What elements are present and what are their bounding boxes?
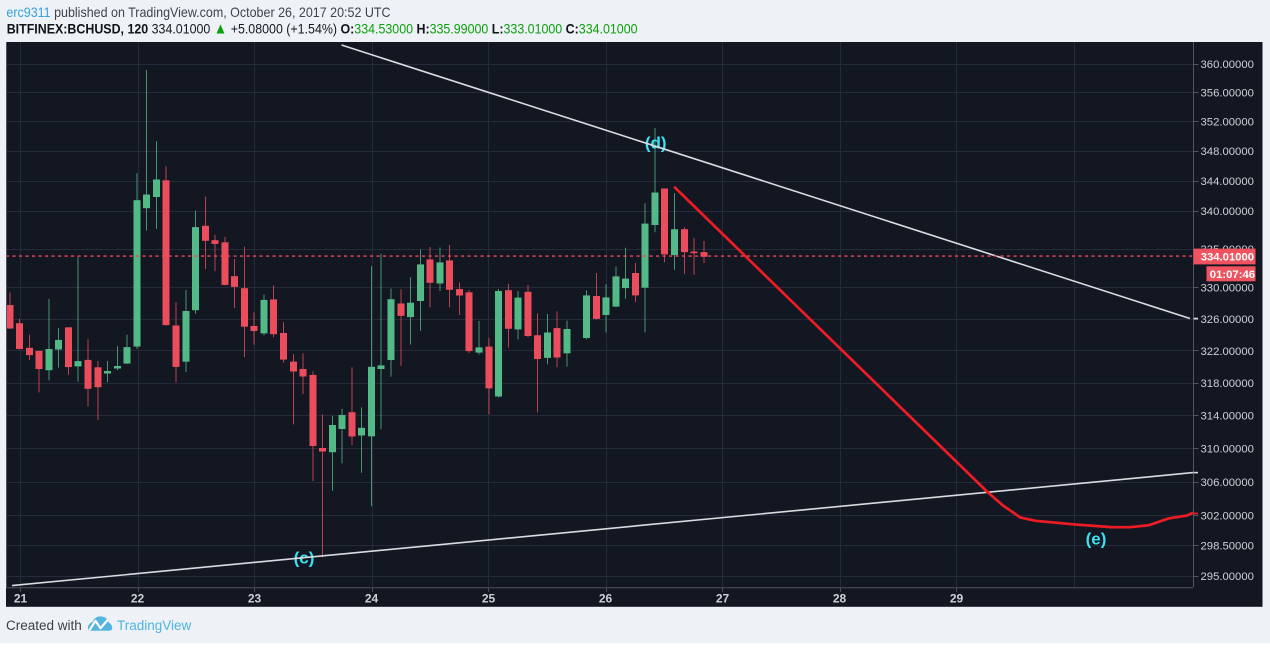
svg-text:29: 29 (950, 592, 964, 606)
svg-text:25: 25 (482, 592, 496, 606)
svg-text:340.00000: 340.00000 (1201, 206, 1254, 218)
svg-text:26: 26 (599, 592, 613, 606)
svg-text:318.00000: 318.00000 (1201, 378, 1254, 390)
svg-text:Created with: Created with (6, 618, 82, 633)
svg-text:326.00000: 326.00000 (1201, 314, 1254, 326)
svg-text:TradingView: TradingView (117, 618, 192, 633)
svg-text:22: 22 (131, 592, 145, 606)
svg-text:01:07:46: 01:07:46 (1210, 269, 1255, 281)
svg-text:erc9311 published on TradingVi: erc9311 published on TradingView.com, Oc… (6, 5, 390, 21)
svg-text:21: 21 (14, 592, 28, 606)
svg-text:24: 24 (365, 592, 379, 606)
svg-text:334.01000: 334.01000 (1201, 251, 1254, 263)
svg-text:348.00000: 348.00000 (1201, 146, 1254, 158)
svg-text:27: 27 (716, 592, 730, 606)
svg-text:352.00000: 352.00000 (1201, 117, 1254, 129)
svg-text:(e): (e) (1086, 530, 1107, 549)
svg-text:344.00000: 344.00000 (1201, 176, 1254, 188)
svg-text:360.00000: 360.00000 (1201, 59, 1254, 71)
svg-text:298.50000: 298.50000 (1201, 541, 1254, 553)
svg-text:314.00000: 314.00000 (1201, 411, 1254, 423)
svg-text:310.00000: 310.00000 (1201, 444, 1254, 456)
svg-text:28: 28 (833, 592, 847, 606)
svg-text:BITFINEX:BCHUSD, 120 334.01000: BITFINEX:BCHUSD, 120 334.01000 ▲ +5.0800… (7, 21, 638, 38)
svg-text:356.00000: 356.00000 (1201, 88, 1254, 100)
svg-text:322.00000: 322.00000 (1201, 346, 1254, 358)
svg-text:302.00000: 302.00000 (1201, 511, 1254, 523)
svg-text:23: 23 (248, 592, 262, 606)
svg-text:306.00000: 306.00000 (1201, 477, 1254, 489)
svg-text:330.00000: 330.00000 (1201, 283, 1254, 295)
svg-text:295.00000: 295.00000 (1201, 571, 1254, 583)
